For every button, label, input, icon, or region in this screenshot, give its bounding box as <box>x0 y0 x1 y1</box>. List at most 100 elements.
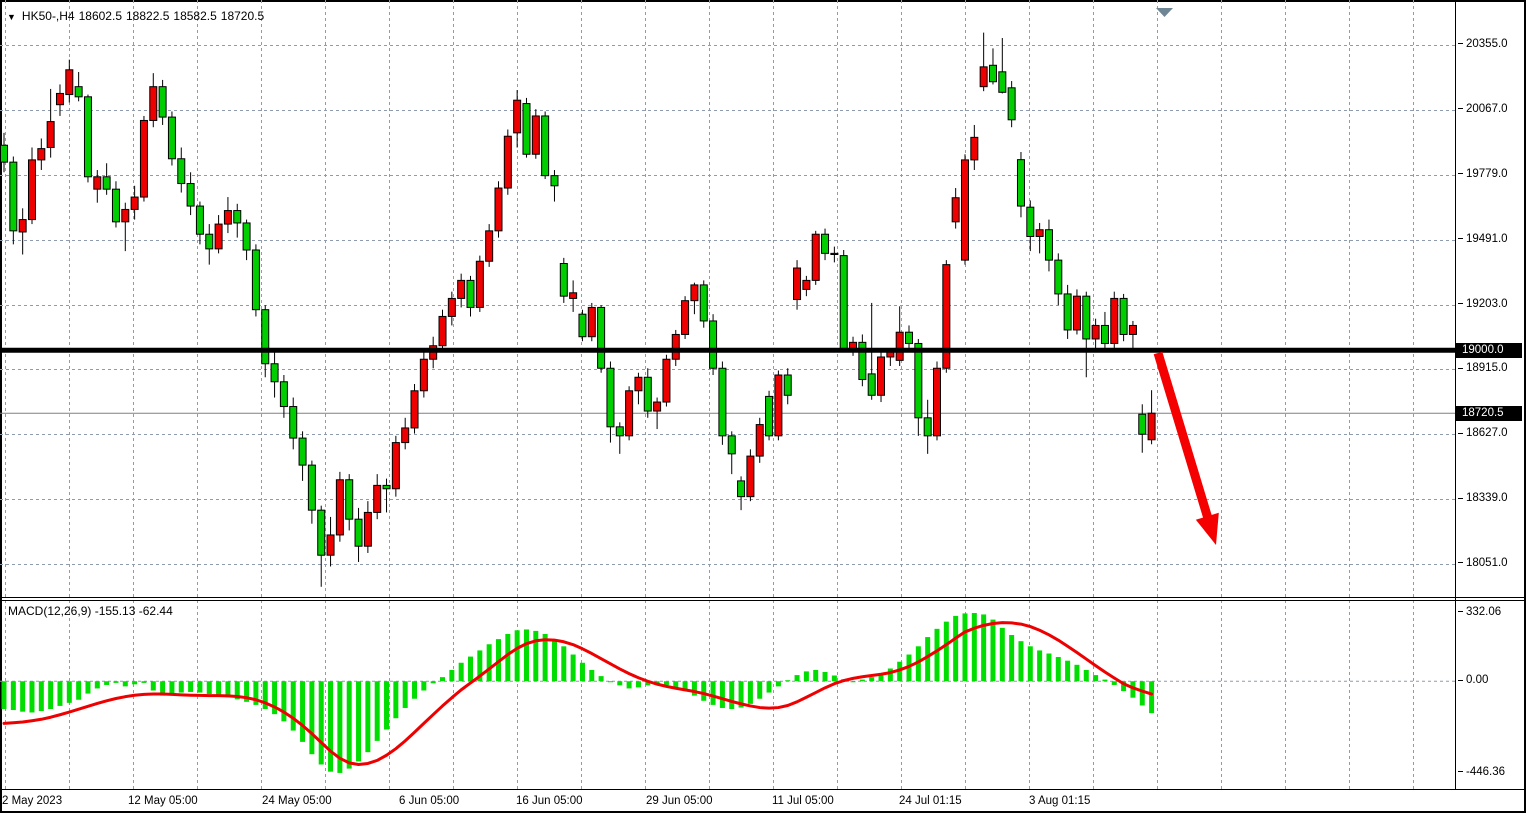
candle-body <box>634 376 643 392</box>
macd-histogram-bar <box>775 681 781 687</box>
candle-body <box>1026 206 1035 237</box>
macd-histogram-bar <box>412 681 418 699</box>
macd-signal-line <box>2 621 1154 766</box>
candle-body <box>438 315 447 347</box>
macd-histogram-bar <box>738 681 744 708</box>
macd-histogram-bar <box>887 668 893 682</box>
macd-histogram-bar <box>1037 650 1043 682</box>
candle-body <box>858 341 867 381</box>
candle-body <box>709 320 718 369</box>
macd-histogram-bar <box>458 662 464 682</box>
macd-histogram-bar <box>262 681 268 710</box>
candle-body <box>933 367 941 437</box>
candle-body <box>186 183 195 207</box>
symbol-dropdown-icon[interactable]: ▼ <box>7 12 16 22</box>
chart-shift-marker-icon[interactable] <box>1156 8 1173 17</box>
candle-body <box>167 116 176 160</box>
candle-body <box>699 284 708 322</box>
candle-body <box>615 426 624 437</box>
candle-body <box>503 135 512 189</box>
candle-body <box>867 373 876 396</box>
price-tick-label: 19203.0 <box>1458 298 1508 310</box>
time-tick-label: 2 May 2023 <box>2 795 63 807</box>
macd-histogram-bar <box>626 681 632 689</box>
macd-histogram-bar <box>981 614 987 682</box>
macd-histogram-bar <box>384 681 390 730</box>
candle-body <box>0 144 8 163</box>
macd-histogram-bar <box>132 681 138 685</box>
candle-body <box>746 455 755 498</box>
macd-histogram-bar <box>635 681 641 688</box>
candle-body <box>783 374 792 396</box>
candle-body <box>475 260 484 308</box>
candle-body <box>988 64 997 83</box>
macd-histogram-bar <box>440 677 446 682</box>
panel-separator[interactable] <box>0 597 1526 598</box>
price-tag: 19000.0 <box>1456 342 1522 358</box>
time-tick-label: 24 Jul 01:15 <box>899 795 962 807</box>
macd-histogram-bar <box>645 681 651 686</box>
macd-histogram-bar <box>803 671 809 682</box>
candle-body <box>457 279 466 299</box>
candle-body <box>335 479 344 536</box>
candle-body <box>494 187 503 232</box>
macd-histogram-bar <box>962 613 968 682</box>
macd-histogram-bar <box>859 679 865 682</box>
candle-body <box>531 115 540 155</box>
macd-histogram-bar <box>178 681 184 693</box>
macd-histogram-bar <box>1018 641 1024 682</box>
macd-histogram-bar <box>197 681 203 693</box>
macd-histogram-bar <box>253 681 259 705</box>
macd-histogram-bar <box>468 656 473 682</box>
macd-histogram-bar <box>365 681 371 753</box>
macd-histogram-bar <box>374 681 380 741</box>
candle-body <box>102 176 111 190</box>
macd-histogram-bar <box>20 681 26 712</box>
axis-tick-mark <box>1458 771 1463 773</box>
candle-body <box>242 222 251 251</box>
down-arrow-annotation-head[interactable] <box>1195 512 1219 545</box>
ohlc-close: 18720.5 <box>220 9 265 23</box>
macd-histogram-bar <box>318 681 324 765</box>
macd-histogram-bar <box>150 681 156 691</box>
main-price-chart[interactable] <box>0 0 1455 597</box>
price-tick-label: 20355.0 <box>1458 38 1508 50</box>
candle-body <box>905 331 914 344</box>
axis-tick-mark <box>1458 432 1463 434</box>
time-tick-label: 11 Jul 05:00 <box>772 795 834 807</box>
macd-histogram-bar <box>617 681 623 686</box>
macd-indicator-panel[interactable] <box>0 600 1455 789</box>
macd-histogram-bar <box>281 681 287 722</box>
down-arrow-annotation-shaft[interactable] <box>1153 351 1214 526</box>
macd-histogram-bar <box>533 630 539 682</box>
candle-body <box>9 161 18 232</box>
candle-body <box>821 233 830 254</box>
candle-body <box>1128 324 1137 335</box>
macd-histogram-bar <box>57 681 63 706</box>
candle-body <box>373 484 382 513</box>
candle-body <box>401 427 410 444</box>
price-tick-label: 18915.0 <box>1458 362 1508 374</box>
macd-histogram-bar <box>169 681 175 694</box>
candle-body <box>522 103 531 155</box>
macd-histogram-bar <box>206 681 212 694</box>
macd-histogram-bar <box>76 681 82 700</box>
candle-body <box>1147 412 1156 441</box>
macd-histogram-bar <box>1083 669 1089 682</box>
candle-body <box>998 71 1007 93</box>
macd-histogram-bar <box>869 677 875 682</box>
candle-body <box>830 252 839 255</box>
macd-histogram-bar <box>1009 635 1015 682</box>
macd-histogram-bar <box>766 681 772 693</box>
candle-body <box>74 86 83 98</box>
macd-histogram-bar <box>356 681 362 762</box>
macd-histogram-bar <box>141 681 147 683</box>
macd-histogram-bar <box>1055 656 1061 682</box>
candle-body <box>130 196 139 210</box>
macd-histogram-bar <box>244 681 250 702</box>
candle-body <box>951 197 960 223</box>
macd-histogram-bar <box>663 681 669 685</box>
candle-body <box>1072 295 1081 331</box>
macd-histogram-bar <box>551 639 557 682</box>
axis-tick-mark <box>1458 43 1463 45</box>
